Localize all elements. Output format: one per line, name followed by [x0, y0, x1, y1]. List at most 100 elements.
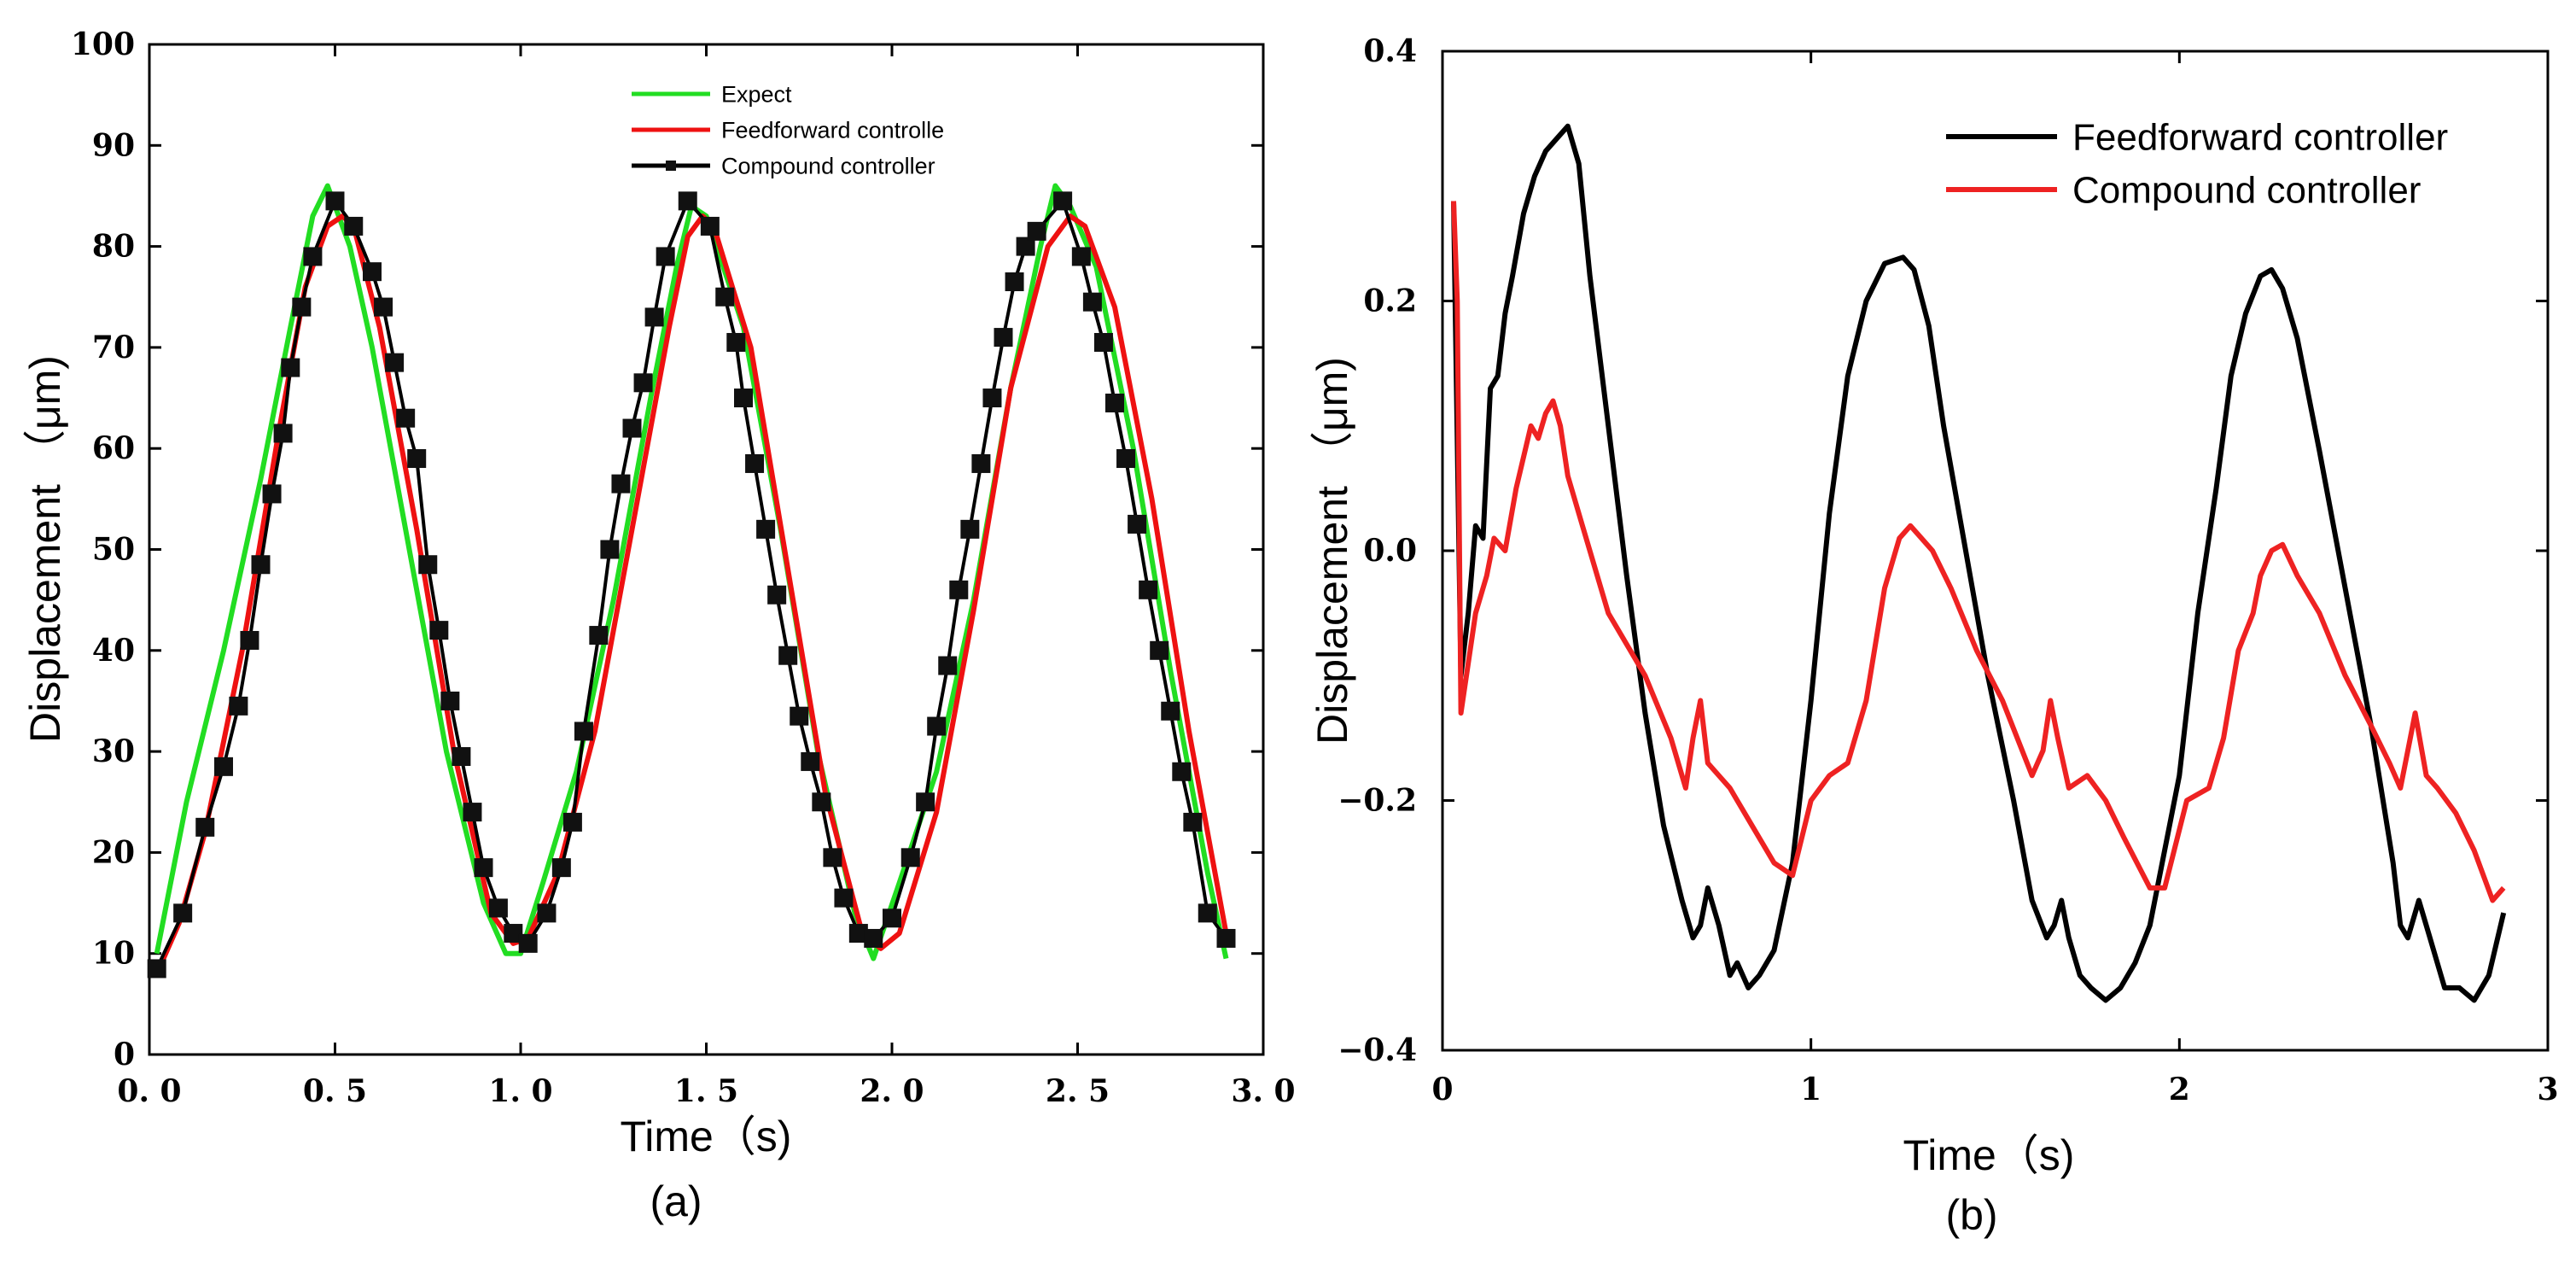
- data-point-marker: [900, 848, 920, 868]
- data-point-marker: [488, 898, 508, 918]
- data-point-marker: [1183, 812, 1203, 832]
- data-point-marker: [240, 630, 259, 650]
- y-tick-label: 100: [71, 26, 135, 62]
- data-point-marker: [574, 722, 593, 741]
- data-point-marker: [644, 307, 664, 327]
- data-point-marker: [622, 418, 642, 438]
- data-point-marker: [790, 706, 809, 726]
- legend-marker: [666, 161, 676, 171]
- data-point-marker: [214, 757, 233, 776]
- x-tick-label: 0. 5: [303, 1073, 367, 1109]
- x-tick-label: 2. 0: [860, 1073, 924, 1109]
- data-point-marker: [1150, 640, 1169, 660]
- panel-a-y-axis-label: Displacement （μm): [21, 355, 69, 743]
- data-point-marker: [1172, 762, 1192, 781]
- data-point-marker: [812, 792, 831, 812]
- panel-b: 0 1 2 3 −0.4 −0.2 0.0 0.2 0.4 Time（s) Displaceme…: [1308, 33, 2559, 1239]
- data-point-marker: [745, 453, 765, 473]
- data-point-marker: [864, 928, 883, 948]
- y-tick-label: 80: [92, 229, 135, 265]
- data-point-marker: [734, 389, 753, 408]
- data-point-marker: [429, 621, 449, 640]
- data-point-marker: [1053, 191, 1073, 211]
- data-point-marker: [262, 484, 282, 504]
- data-point-marker: [656, 247, 675, 266]
- data-point-marker: [949, 580, 969, 599]
- data-point-marker: [474, 858, 493, 878]
- panel-a-label: (a): [650, 1177, 702, 1225]
- data-point-marker: [418, 555, 438, 575]
- panel-b-label: (b): [1945, 1191, 1997, 1239]
- data-point-marker: [374, 297, 393, 317]
- panel-a-legend: Expect Feedforward controlle Compound cont…: [632, 81, 944, 178]
- data-point-marker: [633, 373, 653, 393]
- legend-entry-label: Compound controller: [721, 153, 935, 178]
- panel-b-y-axis-label: Displacement （μm): [1308, 357, 1356, 745]
- data-point-marker: [971, 453, 991, 473]
- legend-entry-label: Compound controller: [2072, 169, 2421, 211]
- data-point-marker: [325, 191, 345, 211]
- y-tick-label: 70: [92, 330, 135, 365]
- x-tick-label: 1. 0: [488, 1073, 552, 1109]
- data-point-marker: [756, 519, 776, 539]
- data-point-marker: [1216, 928, 1236, 948]
- panel-a-axis-ticks: 0. 0 0. 5 1. 0 1. 5 2. 0 2. 5 3. 0 0 10 20 30 40 50 6…: [71, 26, 1296, 1109]
- data-point-marker: [281, 358, 300, 377]
- data-point-marker: [1093, 332, 1113, 352]
- data-point-marker: [700, 216, 720, 236]
- data-point-marker: [916, 792, 935, 812]
- x-tick-label: 0. 0: [117, 1073, 181, 1109]
- data-point-marker: [292, 297, 312, 317]
- series-line-feedforward-controller: [1451, 123, 2507, 1003]
- data-point-marker: [518, 933, 538, 953]
- y-tick-label: 40: [92, 633, 135, 669]
- data-point-marker: [303, 247, 323, 266]
- data-point-marker: [1082, 292, 1102, 312]
- panel-b-series-lines: [1451, 123, 2507, 1003]
- y-tick-label: 0: [114, 1037, 135, 1072]
- data-point-marker: [715, 287, 735, 307]
- x-tick-label: 1. 5: [674, 1073, 738, 1109]
- panel-b-plot-frame: [1441, 50, 2550, 1052]
- panel-b-axis-ticks: 0 1 2 3 −0.4 −0.2 0.0 0.2 0.4: [1338, 33, 2558, 1107]
- data-point-marker: [504, 924, 523, 944]
- legend-entry-label: Feedforward controller: [2072, 116, 2448, 158]
- y-tick-label: 0.0: [1363, 533, 1417, 569]
- x-tick-label: 3: [2537, 1072, 2558, 1107]
- x-tick-label: 1: [1800, 1072, 1821, 1107]
- data-point-marker: [848, 924, 868, 944]
- data-point-marker: [173, 903, 193, 923]
- data-point-marker: [452, 747, 471, 767]
- x-tick-label: 2: [2169, 1072, 2190, 1107]
- panel-b-legend: Feedforward controller Compound controlle…: [1946, 116, 2448, 211]
- data-point-marker: [1105, 393, 1124, 412]
- data-point-marker: [1016, 237, 1035, 256]
- data-point-marker: [938, 656, 958, 675]
- data-point-marker: [562, 812, 582, 832]
- data-point-marker: [823, 848, 842, 868]
- x-tick-label: 3. 0: [1231, 1073, 1295, 1109]
- data-point-marker: [440, 691, 460, 710]
- data-point-marker: [537, 903, 557, 923]
- data-point-marker: [195, 817, 215, 837]
- data-point-marker: [344, 216, 364, 236]
- data-point-marker: [463, 803, 482, 822]
- data-point-marker: [927, 716, 947, 736]
- data-point-marker: [1005, 272, 1024, 292]
- data-point-marker: [994, 328, 1013, 348]
- data-point-marker: [726, 332, 746, 352]
- data-point-marker: [600, 540, 620, 559]
- y-tick-label: 50: [92, 532, 135, 568]
- series-line-compound-controller: [1451, 201, 2506, 903]
- y-tick-label: 10: [92, 936, 135, 972]
- series-line-compound-controller: [154, 199, 1228, 970]
- data-point-marker: [229, 696, 248, 716]
- data-point-marker: [801, 751, 820, 771]
- data-point-marker: [407, 449, 427, 469]
- data-point-marker: [778, 646, 798, 665]
- data-point-marker: [678, 191, 697, 211]
- data-point-marker: [611, 474, 631, 494]
- data-point-marker: [1161, 701, 1180, 721]
- data-point-marker: [273, 424, 293, 443]
